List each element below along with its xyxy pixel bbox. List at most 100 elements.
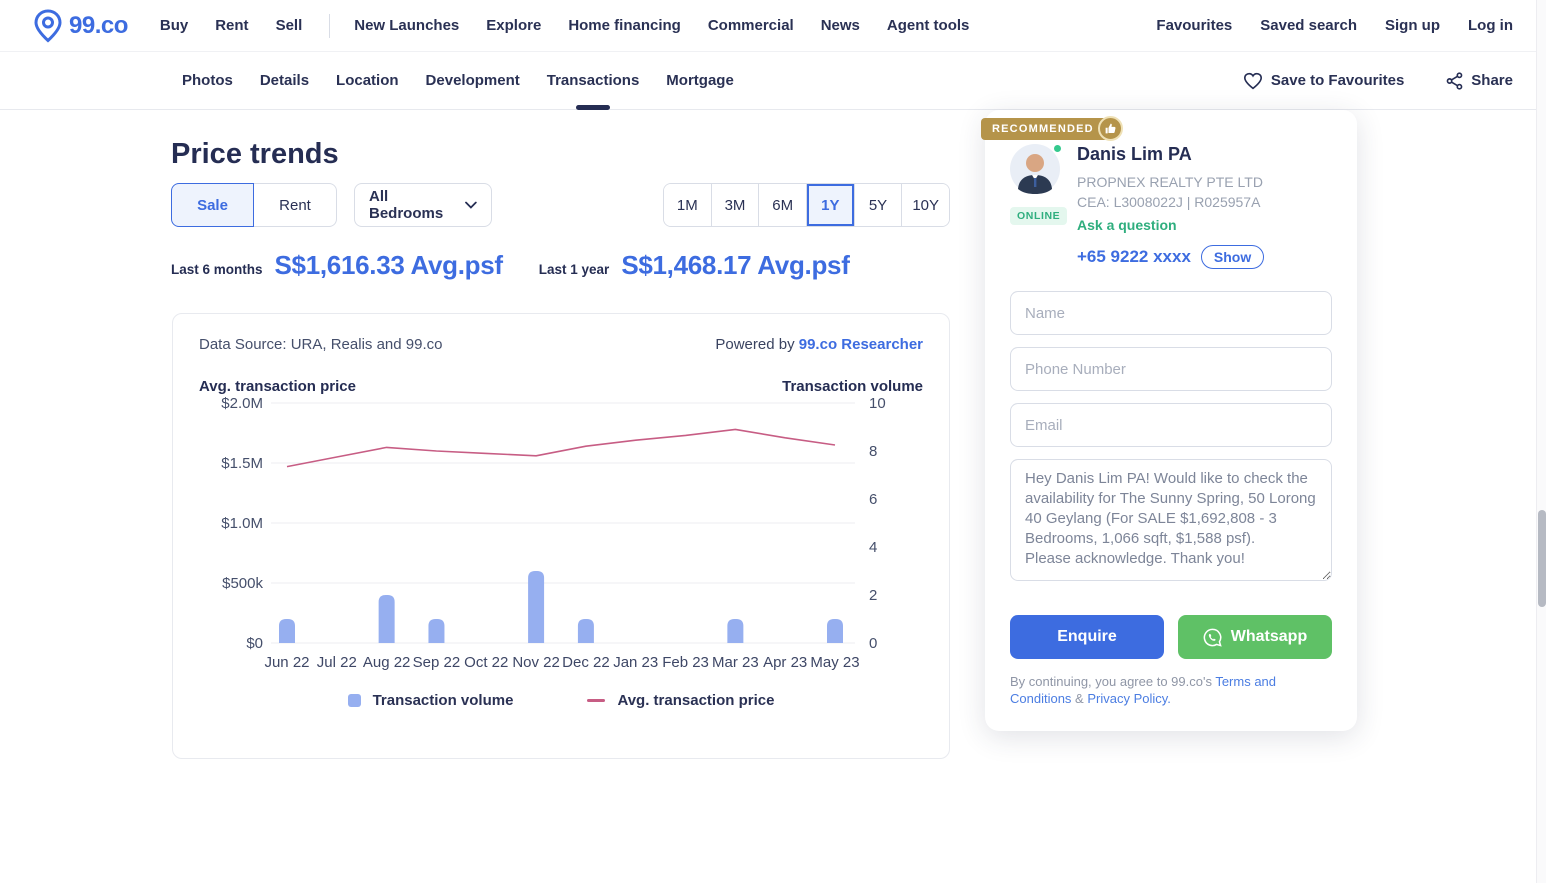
terms-text: By continuing, you agree to 99.co's Term… xyxy=(1010,674,1277,706)
ask-a-question-link[interactable]: Ask a question xyxy=(1077,217,1177,233)
scrollbar-thumb[interactable] xyxy=(1538,510,1546,607)
online-dot xyxy=(1052,143,1063,154)
tab-photos[interactable]: Photos xyxy=(182,72,233,89)
svg-text:2: 2 xyxy=(869,587,877,604)
heart-icon xyxy=(1243,72,1262,89)
svg-text:Mar 23: Mar 23 xyxy=(712,654,759,671)
range-1y-button[interactable]: 1Y xyxy=(807,184,855,226)
tab-mortgage[interactable]: Mortgage xyxy=(666,72,734,89)
nav-commercial[interactable]: Commercial xyxy=(707,17,794,34)
agent-header: ONLINE Danis Lim PA PROPNEX REALTY PTE L… xyxy=(1010,143,1332,269)
powered-by: Powered by 99.co Researcher xyxy=(715,336,923,353)
nav-news[interactable]: News xyxy=(820,17,860,34)
nav-favourites[interactable]: Favourites xyxy=(1156,17,1233,34)
tab-location[interactable]: Location xyxy=(336,72,399,89)
legend-avg-price: Avg. transaction price xyxy=(587,692,774,709)
svg-text:$500k: $500k xyxy=(222,575,263,592)
logo-text: 99.co xyxy=(69,11,128,39)
save-to-favourites-button[interactable]: Save to Favourites xyxy=(1243,72,1404,90)
chart-legend: Transaction volume Avg. transaction pric… xyxy=(199,692,923,709)
svg-text:Nov 22: Nov 22 xyxy=(512,654,560,671)
recommended-badge: RECOMMENDED xyxy=(981,116,1123,141)
online-badge: ONLINE xyxy=(1010,207,1068,225)
range-1m-button[interactable]: 1M xyxy=(664,184,712,226)
stat-6mo-label: Last 6 months xyxy=(171,262,263,277)
nav-sell[interactable]: Sell xyxy=(275,17,303,34)
main-content: Price trends Sale Rent All Bedrooms 1M 3… xyxy=(0,110,1546,883)
tab-details[interactable]: Details xyxy=(259,72,310,89)
svg-text:Sep 22: Sep 22 xyxy=(413,654,461,671)
whatsapp-button[interactable]: Whatsapp xyxy=(1178,615,1332,659)
range-10y-button[interactable]: 10Y xyxy=(902,184,949,226)
svg-text:Dec 22: Dec 22 xyxy=(562,654,610,671)
active-tab-underline xyxy=(576,104,611,110)
99co-logo[interactable]: 99.co xyxy=(33,8,128,43)
nav-new-launches[interactable]: New Launches xyxy=(354,17,460,34)
nav-log-in[interactable]: Log in xyxy=(1468,17,1513,34)
nav-sign-up[interactable]: Sign up xyxy=(1385,17,1440,34)
nav-agent-tools[interactable]: Agent tools xyxy=(886,17,970,34)
nav-buy[interactable]: Buy xyxy=(159,17,189,34)
privacy-link[interactable]: Privacy Policy. xyxy=(1087,691,1171,706)
rent-toggle-button[interactable]: Rent xyxy=(254,183,337,227)
nav-explore[interactable]: Explore xyxy=(486,17,542,34)
phone-field[interactable] xyxy=(1010,347,1332,391)
svg-text:$1.5M: $1.5M xyxy=(221,455,263,472)
svg-text:$2.0M: $2.0M xyxy=(221,395,263,412)
svg-text:10: 10 xyxy=(869,395,886,412)
show-phone-button[interactable]: Show xyxy=(1200,245,1265,269)
agent-agency: PROPNEX REALTY PTE LTD xyxy=(1077,174,1263,190)
svg-text:Feb 23: Feb 23 xyxy=(662,654,709,671)
svg-text:8: 8 xyxy=(869,443,877,460)
volume-swatch xyxy=(347,694,361,707)
right-axis-title: Transaction volume xyxy=(782,378,923,395)
whatsapp-icon xyxy=(1203,628,1222,647)
data-source-label: Data Source: URA, Realis and 99.co xyxy=(199,336,443,353)
agent-info: Danis Lim PA PROPNEX REALTY PTE LTD CEA:… xyxy=(1077,144,1265,269)
top-nav-right: Favourites Saved search Sign up Log in xyxy=(1128,17,1513,34)
listing-sub-navigation: Photos Details Location Development Tran… xyxy=(0,52,1546,110)
svg-text:Jan 23: Jan 23 xyxy=(613,654,658,671)
bedrooms-filter-value: All Bedrooms xyxy=(369,188,444,222)
message-field[interactable]: Hey Danis Lim PA! Would like to check th… xyxy=(1010,459,1332,581)
sale-toggle-button[interactable]: Sale xyxy=(171,183,254,227)
bedrooms-filter-select[interactable]: All Bedrooms xyxy=(354,183,492,227)
tab-transactions[interactable]: Transactions xyxy=(547,52,639,110)
enquire-button[interactable]: Enquire xyxy=(1010,615,1164,659)
name-field[interactable] xyxy=(1010,291,1332,335)
tab-development[interactable]: Development xyxy=(425,72,520,89)
range-3m-button[interactable]: 3M xyxy=(711,184,760,226)
svg-text:4: 4 xyxy=(869,539,877,556)
share-icon xyxy=(1446,71,1463,90)
nav-saved-search[interactable]: Saved search xyxy=(1260,17,1357,34)
stat-1y-value: S$1,468.17 Avg.psf xyxy=(621,250,850,280)
svg-text:$1.0M: $1.0M xyxy=(221,515,263,532)
sub-nav-actions: Save to Favourites Share xyxy=(1243,71,1513,90)
price-trend-chart-card: Data Source: URA, Realis and 99.co Power… xyxy=(172,313,950,759)
price-stats: Last 6 months S$1,616.33 Avg.psf Last 1 … xyxy=(171,250,850,281)
svg-text:Aug 22: Aug 22 xyxy=(363,654,411,671)
nav-rent[interactable]: Rent xyxy=(215,17,249,34)
agent-cea-number: CEA: L3008022J | R025957A xyxy=(1077,194,1261,210)
legend-transaction-volume: Transaction volume xyxy=(347,692,513,709)
researcher-link[interactable]: 99.co Researcher xyxy=(798,336,923,353)
range-6m-button[interactable]: 6M xyxy=(759,184,808,226)
sale-rent-toggle: Sale Rent xyxy=(171,183,337,227)
agent-name: Danis Lim PA xyxy=(1077,144,1192,164)
range-5y-button[interactable]: 5Y xyxy=(854,184,903,226)
price-swatch xyxy=(587,699,606,702)
email-field[interactable] xyxy=(1010,403,1332,447)
chart-controls: Sale Rent All Bedrooms 1M 3M 6M 1Y 5Y 10… xyxy=(171,183,950,227)
left-axis-title: Avg. transaction price xyxy=(199,378,356,395)
scrollbar-track[interactable] xyxy=(1536,0,1546,883)
terms-link[interactable]: Terms and Conditions xyxy=(1010,674,1277,706)
recommended-label: RECOMMENDED xyxy=(981,117,1114,140)
time-range-group: 1M 3M 6M 1Y 5Y 10Y xyxy=(663,183,950,227)
share-button[interactable]: Share xyxy=(1446,71,1513,90)
svg-text:0: 0 xyxy=(869,635,877,652)
agent-avatar[interactable] xyxy=(1010,143,1063,194)
stat-1y-label: Last 1 year xyxy=(538,262,610,277)
svg-text:Apr 23: Apr 23 xyxy=(763,654,807,671)
svg-text:Jul 22: Jul 22 xyxy=(317,654,357,671)
nav-home-financing[interactable]: Home financing xyxy=(568,17,681,34)
